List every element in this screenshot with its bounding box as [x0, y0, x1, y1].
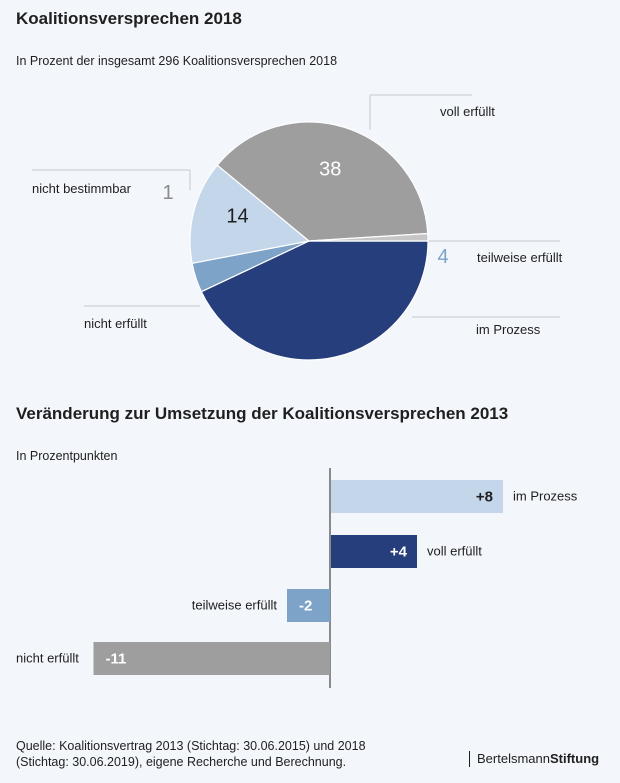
bar-label-teilweise-erfuellt: teilweise erfüllt — [192, 598, 278, 613]
bar-chart-subtitle: In Prozentpunkten — [16, 449, 118, 463]
bar-im-prozess — [331, 480, 503, 513]
pie-value-teilweise-erfuellt: 4 — [437, 246, 448, 268]
pie-slice-nicht-erfuellt — [216, 121, 429, 242]
pie-value-nicht-bestimmbar: 1 — [162, 182, 173, 204]
bar-nicht-erfuellt — [93, 642, 330, 675]
pie-chart-subtitle: In Prozent der insgesamt 296 Koalitionsv… — [16, 54, 338, 68]
bar-chart-title: Veränderung zur Umsetzung der Koalitions… — [16, 404, 509, 423]
bar-teilweise-erfuellt — [287, 589, 330, 622]
bar-value-teilweise-erfuellt: -2 — [299, 598, 312, 615]
pie-chart-title: Koalitionsversprechen 2018 — [16, 9, 242, 28]
bar-value-nicht-erfuellt: -11 — [106, 651, 127, 668]
bar-value-im-prozess: +8 — [476, 489, 493, 506]
pie-value-nicht-erfuellt: 38 — [319, 158, 341, 180]
pie-label-im-prozess: im Prozess — [476, 322, 541, 337]
bar-voll-erfuellt — [331, 535, 417, 568]
bar-label-voll-erfuellt: voll erfüllt — [427, 544, 482, 559]
pie-label-nicht-bestimmbar: nicht bestimmbar — [32, 181, 132, 196]
pie-label-nicht-erfuellt: nicht erfüllt — [84, 316, 147, 331]
bar-label-im-prozess: im Prozess — [513, 489, 578, 504]
publisher-logo: BertelsmannStiftung — [469, 751, 599, 767]
source-note: Quelle: Koalitionsvertrag 2013 (Stichtag… — [16, 738, 366, 770]
bar-value-voll-erfuellt: +4 — [390, 544, 408, 561]
source-line-1: Quelle: Koalitionsvertrag 2013 (Stichtag… — [16, 739, 366, 753]
pie-label-voll-erfuellt: voll erfüllt — [440, 104, 495, 119]
pie-slice-voll-erfuellt — [200, 240, 429, 361]
pie-value-im-prozess: 14 — [226, 206, 248, 228]
pie-slice-im-prozess — [189, 164, 311, 265]
bar-label-nicht-erfuellt: nicht erfüllt — [16, 651, 79, 666]
source-line-2: (Stichtag: 30.06.2019), eigene Recherche… — [16, 755, 347, 769]
pie-label-teilweise-erfuellt: teilweise erfüllt — [477, 250, 563, 265]
pie-slice-nicht-bestimmbar — [308, 232, 429, 242]
